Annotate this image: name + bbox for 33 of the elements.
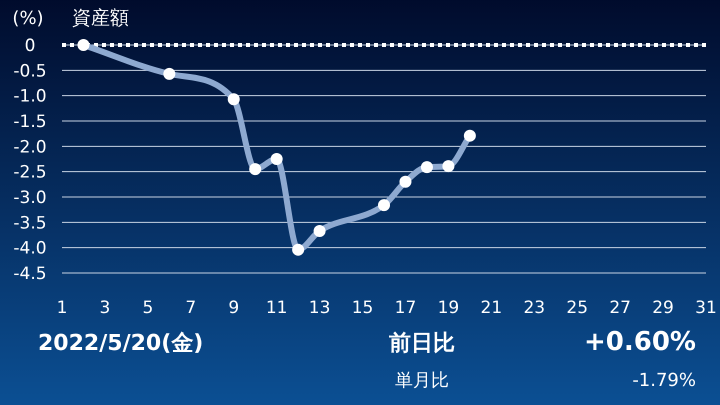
text: 前日比 [388, 331, 455, 356]
y-tick-label: -2.5 [13, 162, 47, 183]
y-tick-label: -2.0 [13, 137, 47, 158]
x-tick-label: 25 [566, 298, 588, 318]
text: -1.79% [632, 370, 696, 391]
y-tick-label: -4.5 [13, 264, 47, 284]
x-tick-label: 21 [480, 298, 502, 318]
x-tick-label: 23 [523, 298, 546, 318]
x-tick-label: 7 [185, 298, 196, 318]
y-tick-label: -0.5 [13, 61, 47, 82]
y-axis-title: (%) [12, 8, 44, 29]
chart-title: 資産額 [72, 7, 129, 29]
y-tick-label: -3.0 [13, 188, 47, 208]
x-tick-label: 27 [609, 298, 631, 318]
text: 単月比 [395, 370, 449, 391]
x-tick-label: 9 [228, 298, 240, 318]
x-tick-label: 29 [652, 298, 674, 318]
x-tick-label: 11 [266, 298, 288, 318]
x-tick-label: 5 [142, 298, 154, 318]
text: +0.60% [584, 327, 696, 357]
y-tick-label: -3.5 [13, 213, 47, 234]
y-tick-label: -1.5 [13, 112, 47, 132]
x-tick-label: 13 [308, 298, 330, 318]
x-tick-label: 31 [695, 298, 717, 318]
y-tick-label: -4.0 [13, 238, 47, 259]
y-tick-label: 0 [24, 36, 36, 56]
text: 2022/5/20(金) [38, 331, 204, 356]
x-tick-label: 1 [56, 298, 68, 318]
x-tick-label: 19 [438, 298, 460, 318]
x-tick-label: 3 [100, 298, 110, 318]
y-tick-label: -1.0 [13, 86, 47, 107]
x-tick-label: 17 [394, 298, 416, 318]
x-tick-label: 15 [352, 298, 374, 318]
